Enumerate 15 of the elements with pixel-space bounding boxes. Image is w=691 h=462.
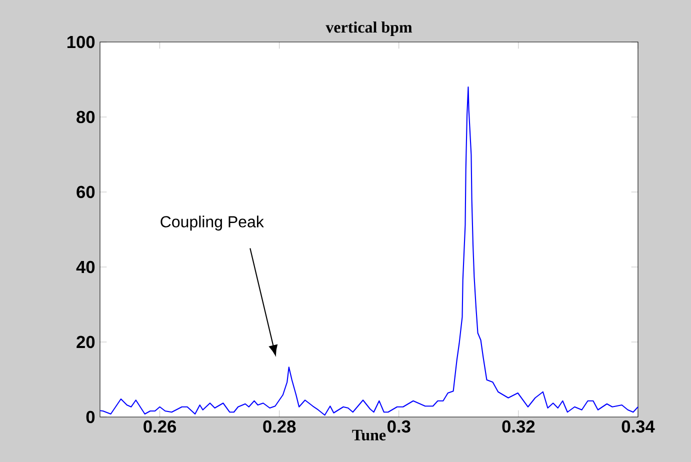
x-tick-label: 0.32 <box>502 420 535 433</box>
x-tick-label: 0.34 <box>622 420 655 433</box>
y-tick-label: 20 <box>76 336 95 348</box>
y-tick-label: 60 <box>76 186 95 198</box>
y-tick-label: 0 <box>86 410 95 424</box>
x-axis-title: Tune <box>352 430 386 440</box>
y-tick-label: 100 <box>67 36 95 48</box>
x-tick-label: 0.26 <box>144 420 176 433</box>
x-tick-label: 0.28 <box>263 420 296 433</box>
chart-title: vertical bpm <box>326 21 412 36</box>
x-tick-label: 0.3 <box>388 420 410 433</box>
annotation: Coupling Peak <box>160 216 264 231</box>
line-series <box>99 86 639 416</box>
y-tick-label: 80 <box>76 110 95 124</box>
y-tick-label: 40 <box>76 260 95 274</box>
